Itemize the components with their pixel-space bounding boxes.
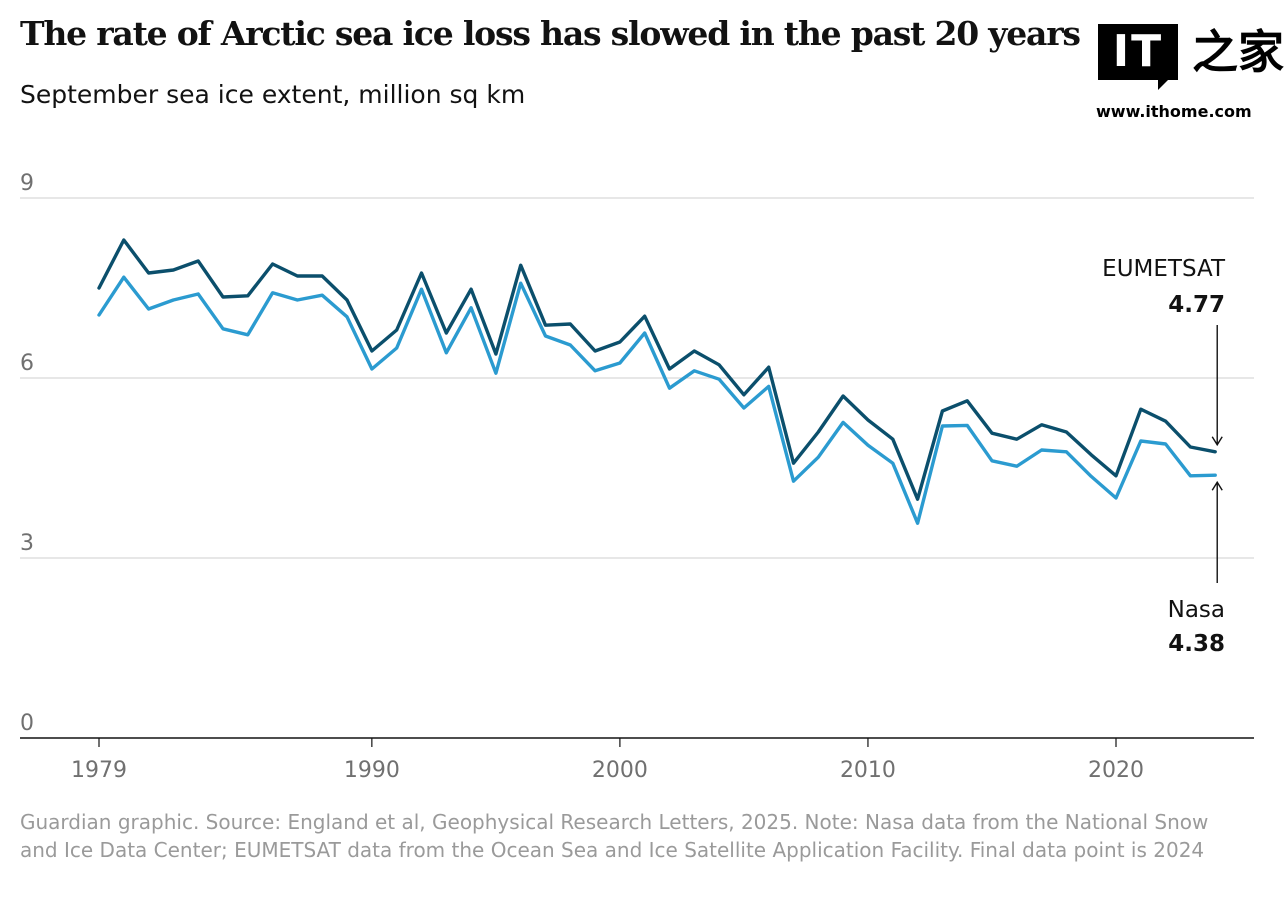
logo-url: www.ithome.com xyxy=(1096,102,1252,121)
eumetsat-arrowhead xyxy=(1211,436,1223,447)
eumetsat-value-label: 4.77 xyxy=(1168,292,1225,318)
x-tick-label: 2010 xyxy=(840,758,896,783)
x-axis-ticks: 1979 1990 2000 2010 2020 xyxy=(71,738,1144,783)
nasa-value-label: 4.38 xyxy=(1168,631,1225,657)
chart-title: The rate of Arctic sea ice loss has slow… xyxy=(20,14,1081,53)
source-note: Guardian graphic. Source: England et al,… xyxy=(20,810,1209,862)
eumetsat-label: EUMETSAT xyxy=(1102,256,1226,282)
line-chart: 0 3 6 9 1979 1990 2000 2010 2020 EUMETSAT 4.77 Na… xyxy=(20,171,1254,783)
annotations: EUMETSAT 4.77 Nasa 4.38 xyxy=(1102,256,1226,657)
y-tick-label: 6 xyxy=(20,351,34,376)
gridlines xyxy=(20,197,1254,739)
logo-speech-tail xyxy=(1158,80,1168,90)
y-tick-label: 0 xyxy=(20,711,34,736)
y-axis-ticks: 0 3 6 9 xyxy=(20,171,34,736)
nasa-arrowhead xyxy=(1211,480,1223,491)
x-tick-label: 1990 xyxy=(344,758,400,783)
ithome-logo: IT 之家 www.ithome.com xyxy=(1096,24,1284,128)
series-lines xyxy=(97,238,1217,525)
series-line-nasa xyxy=(97,275,1217,525)
nasa-label: Nasa xyxy=(1168,597,1225,623)
logo-cn-text: 之家 xyxy=(1192,25,1284,79)
x-tick-label: 2020 xyxy=(1088,758,1144,783)
chart-subtitle: September sea ice extent, million sq km xyxy=(20,80,526,109)
x-tick-label: 2000 xyxy=(592,758,648,783)
x-tick-label: 1979 xyxy=(71,758,127,783)
series-line-eumetsat xyxy=(97,238,1217,501)
y-tick-label: 9 xyxy=(20,171,34,196)
logo-it-mark: IT xyxy=(1098,24,1178,80)
y-tick-label: 3 xyxy=(20,531,34,556)
